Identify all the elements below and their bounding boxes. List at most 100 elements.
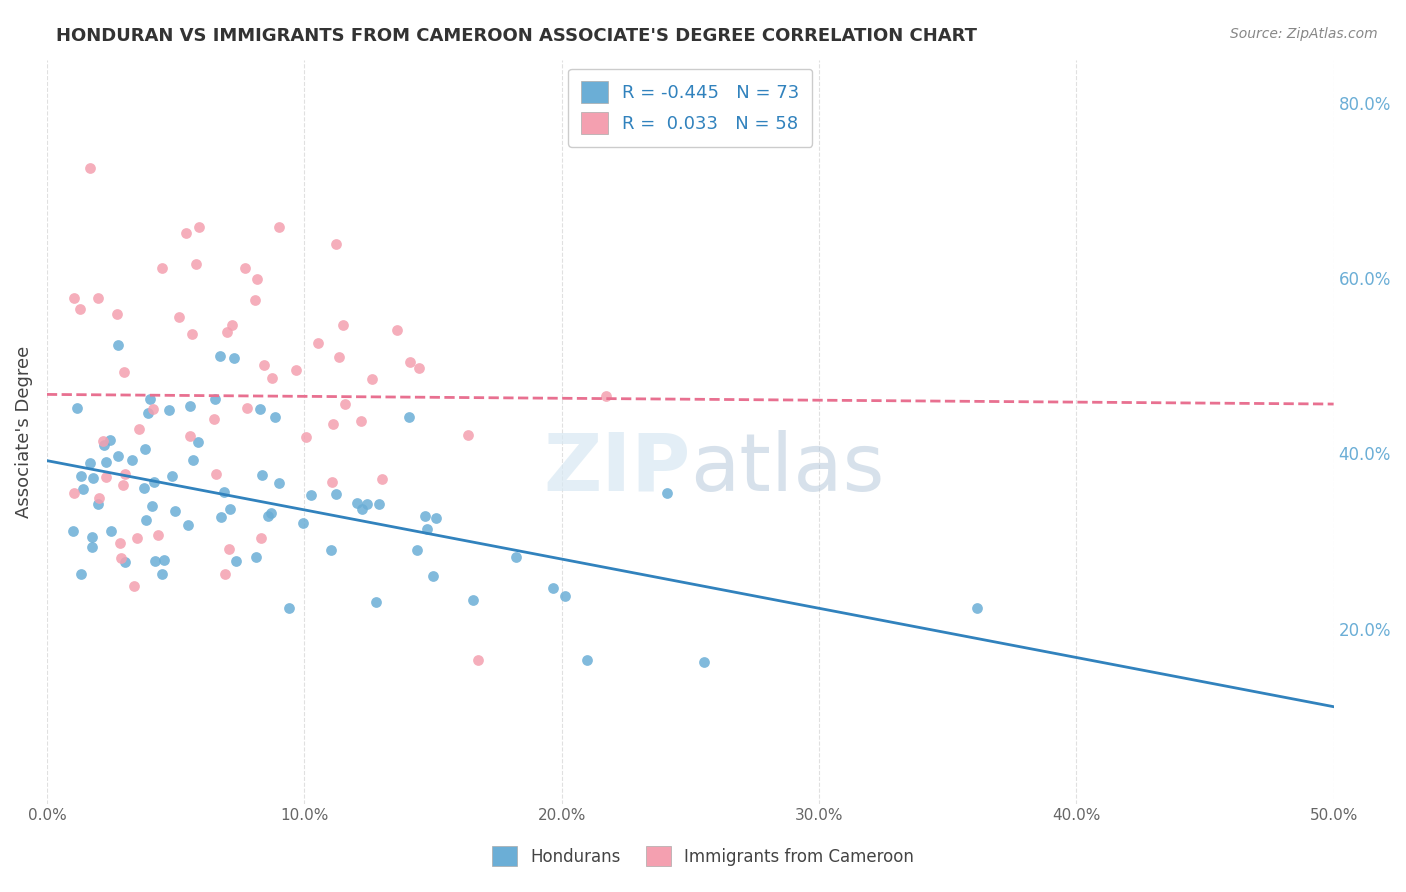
Point [467,653,489,667]
Point [139,392,162,406]
Point [406,542,429,557]
Point [693,655,716,669]
Point [246,272,269,286]
Point [111,478,134,492]
Point [217,325,239,339]
Point [221,318,243,333]
Point [135,513,157,527]
Point [413,508,436,523]
Point [79,456,101,470]
Point [457,428,479,442]
Point [225,554,247,568]
Point [218,542,240,557]
Point [105,308,128,322]
Point [222,351,245,365]
Point [205,467,228,481]
Point [125,531,148,545]
Point [259,506,281,520]
Point [142,475,165,490]
Point [575,653,598,667]
Point [299,488,322,502]
Point [112,365,135,379]
Point [82,471,104,485]
Point [146,527,169,541]
Point [69,302,91,317]
Point [128,422,150,436]
Point [79,161,101,175]
Point [214,485,236,500]
Point [107,449,129,463]
Point [233,261,256,276]
Point [966,600,988,615]
Point [204,392,226,407]
Point [356,497,378,511]
Point [165,504,187,518]
Point [366,595,388,609]
Point [249,402,271,417]
Point [350,502,373,516]
Point [295,430,318,444]
Point [110,551,132,566]
Point [371,472,394,486]
Point [385,323,408,337]
Point [150,260,173,275]
Point [179,399,201,413]
Point [245,549,267,564]
Point [321,475,343,489]
Point [62,524,84,538]
Point [350,414,373,428]
Point [322,417,344,431]
Legend: R = -0.445   N = 73, R =  0.033   N = 58: R = -0.445 N = 73, R = 0.033 N = 58 [568,69,813,147]
Point [143,554,166,568]
Legend: Hondurans, Immigrants from Cameroon: Hondurans, Immigrants from Cameroon [484,838,922,875]
Text: atlas: atlas [690,430,884,508]
Y-axis label: Associate's Degree: Associate's Degree [15,345,32,517]
Point [269,219,291,234]
Point [87,291,110,305]
Point [167,310,190,325]
Point [110,536,132,550]
Point [63,291,86,305]
Point [100,524,122,538]
Point [262,371,284,385]
Point [80,530,103,544]
Point [150,566,173,581]
Point [141,499,163,513]
Point [107,338,129,352]
Point [162,468,184,483]
Point [72,482,94,496]
Point [142,402,165,417]
Point [96,470,118,484]
Point [361,372,384,386]
Point [209,349,232,363]
Text: HONDURAN VS IMMIGRANTS FROM CAMEROON ASSOCIATE'S DEGREE CORRELATION CHART: HONDURAN VS IMMIGRANTS FROM CAMEROON ASS… [56,27,977,45]
Point [124,579,146,593]
Point [152,553,174,567]
Point [236,401,259,416]
Point [187,434,209,449]
Point [319,543,342,558]
Point [136,406,159,420]
Text: Source: ZipAtlas.com: Source: ZipAtlas.com [1230,27,1378,41]
Point [408,360,430,375]
Point [422,568,444,582]
Point [249,532,271,546]
Point [114,555,136,569]
Point [186,257,208,271]
Point [181,453,204,467]
Point [121,453,143,467]
Point [188,219,211,234]
Point [89,491,111,506]
Point [554,589,576,603]
Point [219,502,242,516]
Point [243,293,266,307]
Point [202,412,225,426]
Point [367,497,389,511]
Point [398,355,420,369]
Point [595,389,617,403]
Point [96,454,118,468]
Point [93,438,115,452]
Point [114,467,136,481]
Point [180,326,202,341]
Point [214,567,236,582]
